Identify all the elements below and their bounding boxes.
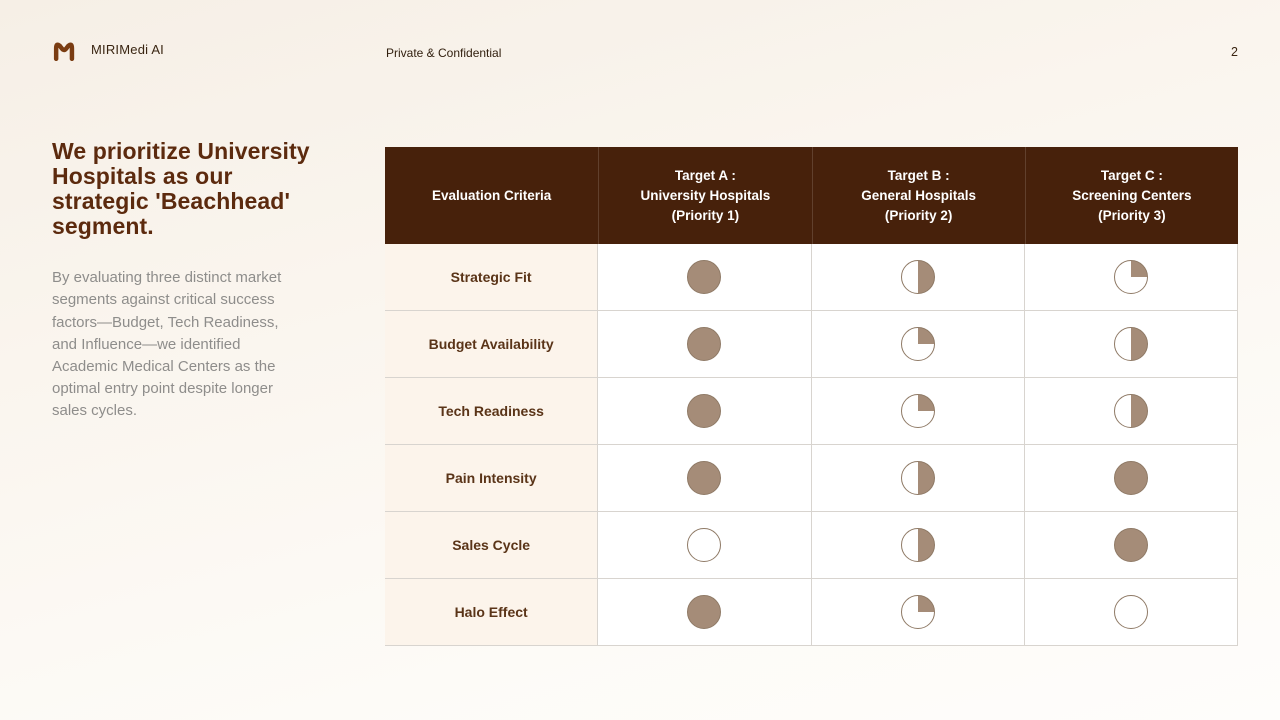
evaluation-matrix-table: Evaluation Criteria Target A : Universit…: [385, 147, 1238, 646]
harvey-ball-icon: [900, 595, 935, 629]
table-row-budget-availability: Budget Availability: [385, 311, 1238, 378]
table-row-sales-cycle: Sales Cycle: [385, 512, 1238, 579]
header-evaluation-criteria: Evaluation Criteria: [431, 187, 552, 203]
table-cell: [811, 378, 1025, 444]
table-cell: [598, 579, 812, 645]
harvey-ball-icon: [687, 528, 722, 562]
table-cell: [811, 579, 1025, 645]
row-label: Strategic Fit: [385, 244, 599, 310]
brand-name: MIRIMedi AI: [91, 42, 164, 57]
row-label: Halo Effect: [385, 579, 599, 645]
table-cell: [598, 445, 812, 511]
harvey-ball-icon: [1113, 595, 1148, 629]
harvey-ball-icon: [687, 260, 722, 294]
row-label: Budget Availability: [385, 311, 599, 377]
table-header-row: Evaluation Criteria Target A : Universit…: [385, 147, 1238, 244]
table-cell: [598, 311, 812, 377]
table-row-tech-readiness: Tech Readiness: [385, 378, 1238, 445]
left-text-block: We prioritize University Hospitals as ou…: [52, 138, 328, 423]
top-bar: MIRIMedi AI Private & Confidential 2: [0, 0, 1280, 70]
harvey-ball-icon: [1113, 528, 1148, 562]
table-cell: [1024, 244, 1238, 310]
table-row-strategic-fit: Strategic Fit: [385, 244, 1238, 311]
slide-body-text: By evaluating three distinct market segm…: [52, 269, 282, 420]
harvey-ball-icon: [687, 394, 722, 428]
mirimedi-logo-icon: [53, 42, 75, 61]
page-number: 2: [1231, 45, 1238, 59]
row-label: Tech Readiness: [385, 378, 599, 444]
harvey-ball-icon: [687, 327, 722, 361]
table-cell: [1024, 378, 1238, 444]
brand: MIRIMedi AI: [52, 38, 164, 61]
row-label: Pain Intensity: [385, 445, 599, 511]
table-row-halo-effect: Halo Effect: [385, 579, 1238, 646]
table-cell: [1024, 445, 1238, 511]
harvey-ball-icon: [900, 528, 935, 562]
table-cell: [811, 311, 1025, 377]
header-target-c: Target C : Screening Centers (Priority 3…: [1024, 147, 1238, 244]
table-cell: [811, 445, 1025, 511]
table-cell: [1024, 512, 1238, 578]
harvey-ball-icon: [1113, 394, 1148, 428]
harvey-ball-icon: [687, 461, 722, 495]
confidential-label: Private & Confidential: [386, 46, 502, 60]
harvey-ball-icon: [900, 260, 935, 294]
header-target-b: Target B : General Hospitals (Priority 2…: [811, 147, 1025, 244]
harvey-ball-icon: [900, 461, 935, 495]
table-cell: [1024, 579, 1238, 645]
table-cell: [1024, 311, 1238, 377]
row-label: Sales Cycle: [385, 512, 599, 578]
table-row-pain-intensity: Pain Intensity: [385, 445, 1238, 512]
table-cell: [811, 244, 1025, 310]
harvey-ball-icon: [1113, 461, 1148, 495]
table-cell: [598, 378, 812, 444]
harvey-ball-icon: [1113, 260, 1148, 294]
harvey-ball-icon: [687, 595, 722, 629]
table-cell: [598, 512, 812, 578]
harvey-ball-icon: [900, 394, 935, 428]
harvey-ball-icon: [900, 327, 935, 361]
harvey-ball-icon: [1113, 327, 1148, 361]
slide-headline: We prioritize University Hospitals as ou…: [52, 138, 310, 240]
table-cell: [598, 244, 812, 310]
header-target-a: Target A : University Hospitals (Priorit…: [598, 147, 811, 244]
table-cell: [811, 512, 1025, 578]
